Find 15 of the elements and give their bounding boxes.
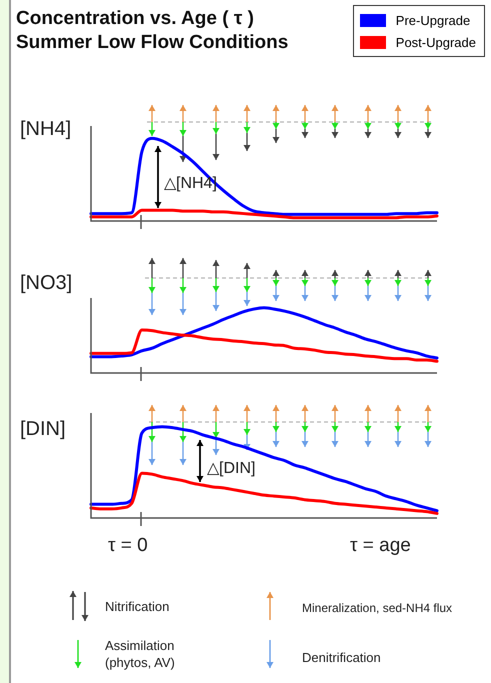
- y-axis-title: [DIN]: [20, 418, 66, 441]
- text: Assimilation (phytos, AV): [105, 637, 176, 671]
- chart-title: Concentration vs. Age ( τ ): [16, 8, 254, 30]
- text: τ = 0: [108, 535, 148, 557]
- annotation: △[NH4]: [164, 174, 217, 193]
- legend-label: Pre-Upgrade: [396, 12, 470, 28]
- text: Denitrification: [302, 650, 381, 665]
- chart-subtitle: Summer Low Flow Conditions: [16, 32, 288, 54]
- legend-label: Post-Upgrade: [396, 34, 476, 50]
- text: Nitrification: [105, 599, 170, 614]
- y-axis-title: [NH4]: [20, 118, 72, 141]
- text: Mineralization, sed-NH4 flux: [302, 601, 452, 615]
- y-axis-title: [NO3]: [20, 272, 72, 295]
- annotation: △[DIN]: [207, 459, 256, 478]
- text: τ = age: [350, 535, 411, 557]
